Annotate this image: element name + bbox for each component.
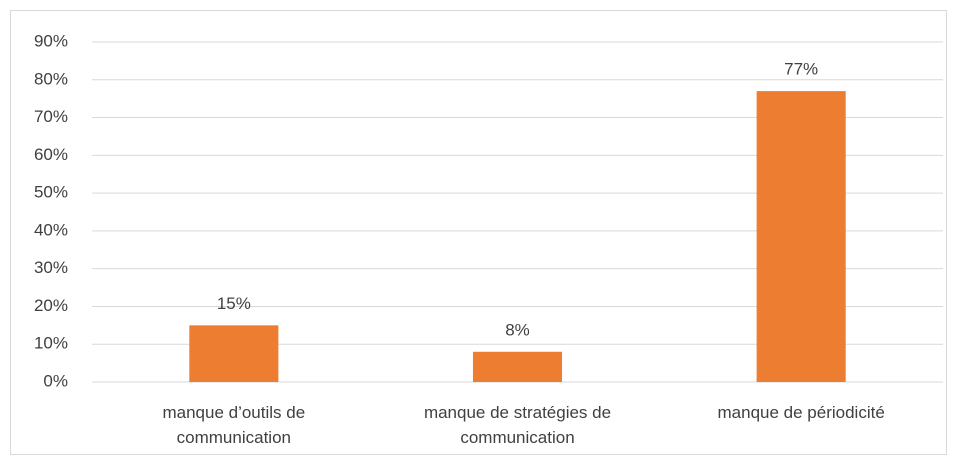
y-tick-label: 50% [34, 183, 68, 202]
chart-frame [10, 10, 947, 455]
x-tick-label: manque de périodicité [717, 403, 885, 422]
y-tick-label: 20% [34, 296, 68, 315]
y-tick-label: 40% [34, 220, 68, 239]
y-tick-label: 70% [34, 107, 68, 126]
y-tick-label: 60% [34, 145, 68, 164]
data-label: 8% [505, 320, 530, 339]
y-tick-label: 10% [34, 334, 68, 353]
y-tick-label: 30% [34, 258, 68, 277]
y-tick-label: 0% [43, 371, 68, 390]
x-tick-label: manque d’outils de communication [162, 403, 306, 447]
y-tick-label: 90% [34, 31, 68, 50]
bar [472, 351, 563, 382]
data-label: 77% [784, 60, 818, 79]
bar [189, 325, 279, 382]
y-tick-label: 80% [34, 69, 68, 88]
x-tick-label: manque de stratégies de communication [423, 403, 612, 447]
data-label: 15% [217, 294, 251, 313]
bar [756, 91, 846, 382]
